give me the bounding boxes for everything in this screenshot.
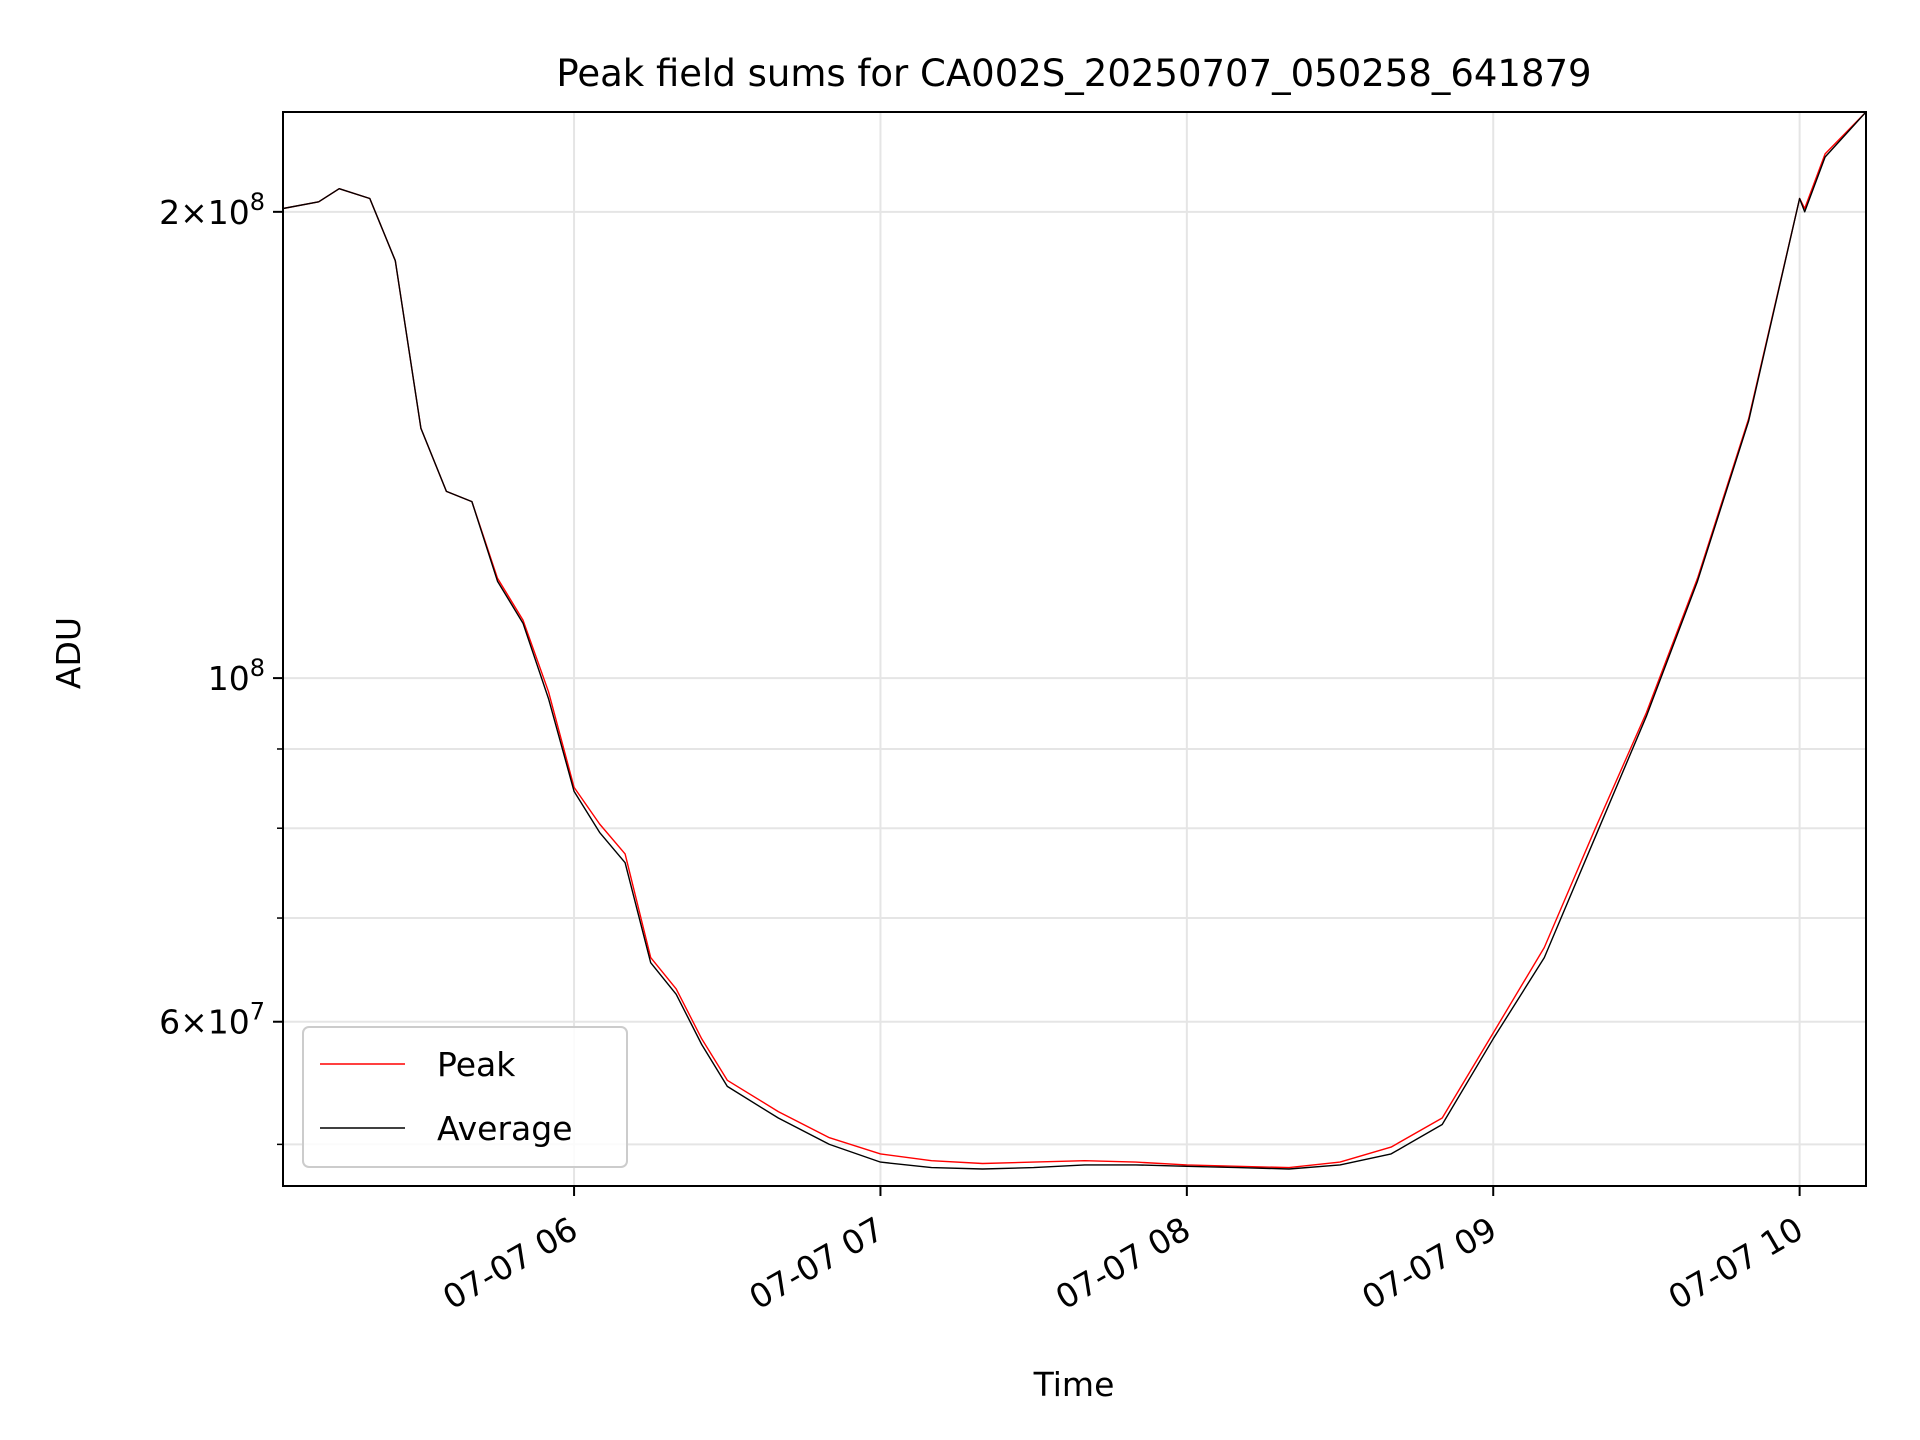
chart-title: Peak field sums for CA002S_20250707_0502…	[556, 52, 1591, 95]
plot-frame	[282, 111, 1867, 1187]
series-line-average	[283, 112, 1866, 1170]
legend: Peak Average	[302, 1026, 628, 1168]
legend-label-average: Average	[437, 1109, 573, 1148]
y-axis-ticks: 2×108 108 6×107	[159, 188, 283, 1146]
y-tick-label: 6×107	[159, 998, 265, 1042]
series-layer	[283, 112, 1866, 1170]
y-tick-label: 108	[208, 654, 265, 698]
y-tick-label: 2×108	[159, 188, 265, 232]
y-axis-label: ADU	[49, 617, 88, 689]
x-axis-label: Time	[1033, 1365, 1115, 1404]
legend-box	[302, 1026, 628, 1168]
legend-label-peak: Peak	[437, 1045, 516, 1084]
